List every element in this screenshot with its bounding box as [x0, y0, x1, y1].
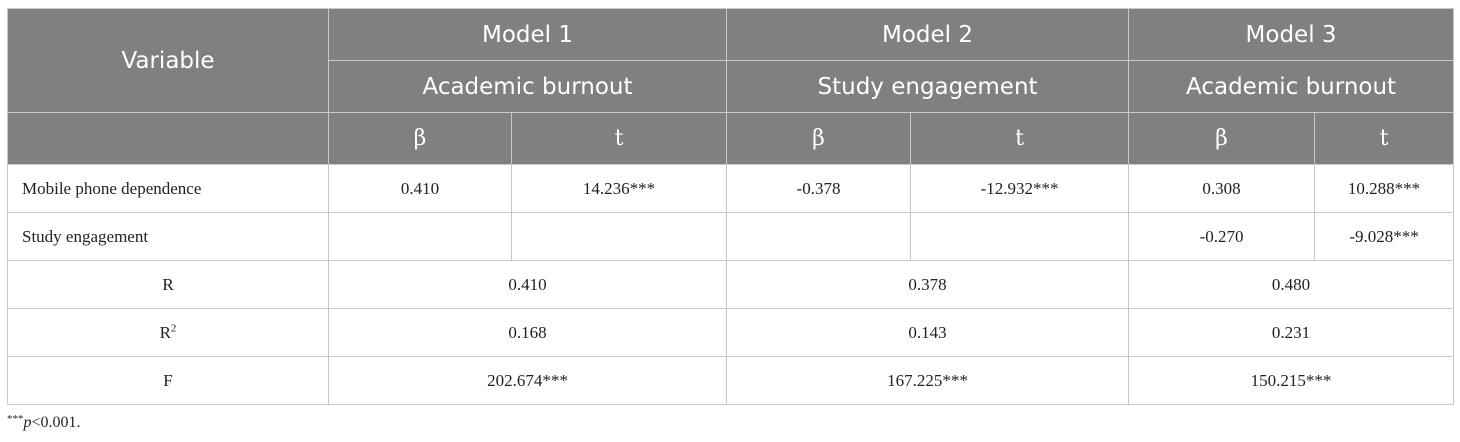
model2-beta-header: β [726, 112, 912, 165]
footnote-p: p [23, 414, 32, 431]
footnote-threshold: <0.001. [31, 414, 81, 431]
model1-outcome-header: Academic burnout [327, 60, 728, 113]
model3-beta-header: β [1128, 112, 1316, 165]
cell-model3-r: 0.480 [1128, 260, 1455, 309]
cell-model2-beta: -0.378 [726, 164, 912, 213]
cell-model3-t: 10.288*** [1314, 164, 1455, 213]
model1-header: Model 1 [327, 8, 728, 61]
table-header: Variable Model 1 Model 2 Model 3 Academi… [7, 8, 1455, 165]
r-squared-base: R [159, 322, 171, 342]
model2-header: Model 2 [726, 8, 1130, 61]
model3-t-header: t [1314, 112, 1455, 165]
cell-model2-beta [726, 212, 912, 261]
header-row-stats: β t β t β t [7, 112, 1455, 165]
cell-model2-t: -12.932*** [910, 164, 1130, 213]
model3-header: Model 3 [1128, 8, 1455, 61]
cell-model3-f: 150.215*** [1128, 356, 1455, 405]
model1-beta-header: β [328, 112, 512, 165]
table-row: Mobile phone dependence 0.410 14.236*** … [7, 164, 1455, 213]
cell-model3-beta: -0.270 [1128, 212, 1316, 261]
table-row: R 0.410 0.378 0.480 [7, 260, 1455, 309]
header-row-models: Variable Model 1 Model 2 Model 3 [7, 8, 1455, 113]
variable-header-spacer [7, 112, 329, 165]
cell-model2-r: 0.378 [726, 260, 1130, 309]
cell-model1-r-squared: 0.168 [327, 308, 728, 357]
cell-model1-f: 202.674*** [327, 356, 728, 405]
cell-model3-r-squared: 0.231 [1128, 308, 1455, 357]
table-row: R2 0.168 0.143 0.231 [7, 308, 1455, 357]
cell-model2-r-squared: 0.143 [726, 308, 1130, 357]
cell-model3-t: -9.028*** [1314, 212, 1455, 261]
r-squared-exponent: 2 [170, 321, 177, 334]
table-row: Study engagement -0.270 -9.028*** [7, 212, 1455, 261]
row-label-r-squared: R2 [7, 308, 329, 357]
cell-model2-t [910, 212, 1130, 261]
table-footnote: ***p<0.001. [7, 413, 81, 432]
cell-model3-beta: 0.308 [1128, 164, 1316, 213]
regression-table: Variable Model 1 Model 2 Model 3 Academi… [7, 8, 1455, 405]
cell-model1-r: 0.410 [327, 260, 728, 309]
cell-model1-beta [328, 212, 512, 261]
footnote-stars: *** [7, 413, 24, 425]
model3-outcome-header: Academic burnout [1128, 60, 1455, 113]
header-row-outcomes: Academic burnout Study engagement Academ… [8, 60, 1455, 113]
cell-model1-t: 14.236*** [510, 164, 728, 213]
row-label-f: F [7, 356, 329, 405]
cell-model2-f: 167.225*** [726, 356, 1130, 405]
model1-t-header: t [510, 112, 728, 165]
row-label-mobile-phone-dependence: Mobile phone dependence [7, 164, 329, 213]
variable-header: Variable [7, 8, 329, 113]
model2-outcome-header: Study engagement [726, 60, 1130, 113]
table-row: F 202.674*** 167.225*** 150.215*** [7, 356, 1455, 405]
model2-t-header: t [910, 112, 1130, 165]
cell-model1-t [510, 212, 728, 261]
row-label-r: R [7, 260, 329, 309]
cell-model1-beta: 0.410 [328, 164, 512, 213]
table-body: Mobile phone dependence 0.410 14.236*** … [7, 164, 1455, 405]
row-label-study-engagement: Study engagement [7, 212, 329, 261]
